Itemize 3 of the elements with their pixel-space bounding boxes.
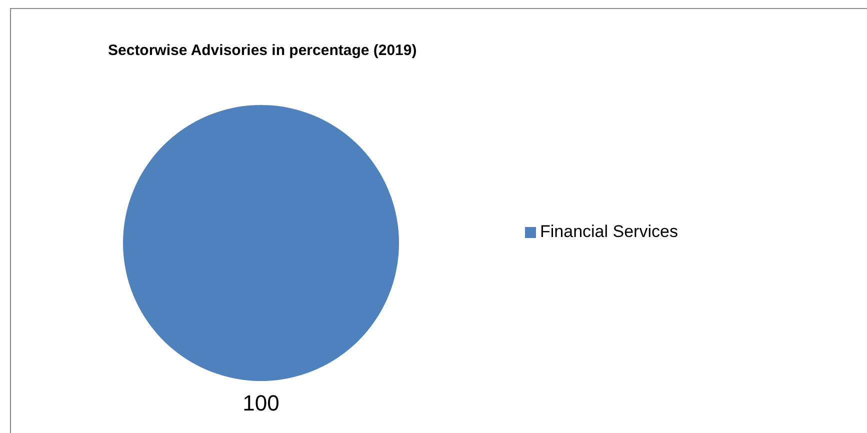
data-label: 100	[242, 390, 280, 416]
chart-title: Sectorwise Advisories in percentage (2019)	[108, 42, 417, 59]
legend-label: Financial Services	[540, 222, 678, 241]
